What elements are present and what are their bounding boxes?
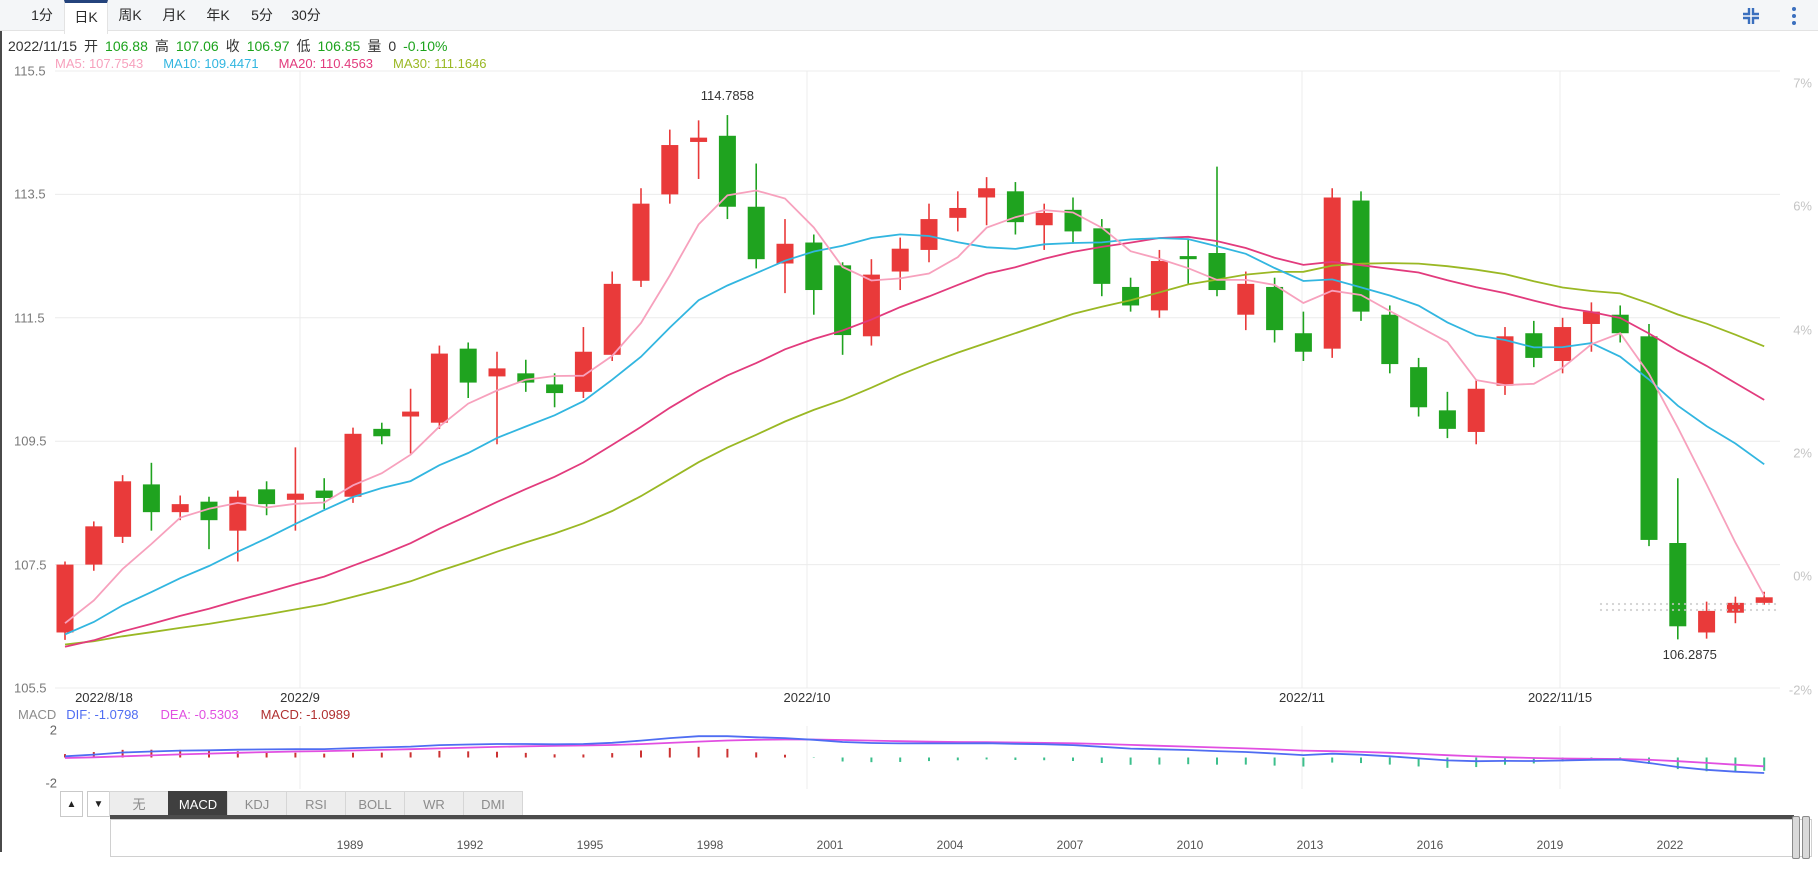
indicator-scroll-arrows: ▲ ▼	[60, 791, 110, 817]
period-tab-日K[interactable]: 日K	[64, 0, 108, 34]
indicator-tab-KDJ[interactable]: KDJ	[227, 791, 287, 817]
navigator-year-label: 2013	[1296, 838, 1324, 852]
navigator-year-label: 2022	[1656, 838, 1684, 852]
low-label: 低	[296, 38, 311, 54]
ma-legend: MA5: 107.7543 MA10: 109.4471 MA20: 110.456…	[55, 56, 487, 72]
macd-info-item: MACD: -1.0989	[260, 707, 351, 722]
kline-toolbar: 1分 日K 周K 月K 年K 5分 30分	[0, 0, 1818, 34]
date-axis-label: 2022/8/18	[75, 690, 133, 705]
ma-legend-item: MA30: 111.1646	[393, 56, 487, 71]
high-value: 107.06	[175, 38, 219, 54]
period-tab-月K[interactable]: 月K	[162, 7, 186, 23]
quote-date: 2022/11/15	[8, 38, 78, 54]
close-value: 106.97	[246, 38, 290, 54]
volume-value: 0	[388, 38, 397, 54]
navigator-year-label: 2016	[1416, 838, 1444, 852]
open-value: 106.88	[105, 38, 148, 54]
collapse-icon[interactable]	[1740, 5, 1762, 27]
high-label: 高	[154, 38, 169, 54]
kebab-menu-icon[interactable]	[1788, 4, 1800, 28]
dotted-pattern	[1598, 601, 1778, 614]
high-annotation: 114.7858	[700, 88, 755, 103]
navigator-top-strip	[110, 815, 1794, 819]
period-tabs: 1分 日K 周K 月K 年K 5分 30分	[20, 0, 328, 34]
percent-axis-label: -2%	[1788, 682, 1812, 698]
price-axis-label: 111.5	[14, 310, 45, 326]
price-axis-label: 109.5	[14, 433, 47, 449]
navigator-handle-bar[interactable]	[1792, 816, 1800, 859]
navigator-year-label: 1992	[456, 838, 484, 852]
navigator-year-label: 2001	[816, 838, 844, 852]
indicator-tab-无[interactable]: 无	[109, 791, 169, 817]
widget-left-border	[0, 0, 2, 852]
price-axis-label: 105.5	[14, 680, 47, 696]
date-axis-label: 2022/9	[280, 690, 320, 705]
price-axis-label: 113.5	[14, 186, 46, 202]
indicator-tab-BOLL[interactable]: BOLL	[345, 791, 405, 817]
period-tab-1分[interactable]: 1分	[31, 7, 53, 23]
navigator-year-label: 1989	[336, 838, 364, 852]
navigator-handle[interactable]	[1792, 816, 1813, 859]
volume-label: 量	[367, 38, 382, 54]
indicator-tab-bar: 无 MACD KDJ RSI BOLL WR DMI	[109, 791, 523, 817]
macd-axis-label: -2	[45, 775, 57, 791]
macd-info-item: MACD	[18, 707, 57, 722]
date-axis-label: 2022/11/15	[1527, 690, 1593, 705]
low-annotation: 106.2875	[1662, 647, 1717, 663]
macd-axis-label: 2	[49, 722, 57, 738]
indicator-up-button[interactable]: ▲	[60, 791, 83, 817]
navigator[interactable]	[110, 819, 1812, 857]
macd-info-item: DIF: -1.0798	[66, 707, 139, 722]
percent-axis-label: 6%	[1793, 198, 1812, 214]
quote-bar: 2022/11/15 开 106.88 高 107.06 收 106.97 低 …	[8, 37, 448, 55]
ma-legend-item: MA10: 109.4471	[163, 56, 259, 71]
change-percent: -0.10%	[403, 38, 448, 54]
navigator-year-label: 2007	[1056, 838, 1084, 852]
navigator-handle-bar[interactable]	[1802, 816, 1810, 859]
price-axis-label: 115.5	[14, 63, 46, 79]
navigator-year-label: 2010	[1176, 838, 1204, 852]
navigator-year-label: 1998	[696, 838, 724, 852]
percent-axis-label: 4%	[1793, 322, 1812, 338]
indicator-down-button[interactable]: ▼	[87, 791, 110, 817]
price-axis-label: 107.5	[14, 557, 47, 573]
date-axis-label: 2022/10	[783, 690, 831, 705]
low-value: 106.85	[317, 38, 361, 54]
indicator-tab-WR[interactable]: WR	[404, 791, 464, 817]
macd-info-bar: MACD DIF: -1.0798 DEA: -0.5303 MACD: -1.098…	[18, 707, 350, 722]
navigator-year-label: 1995	[576, 838, 604, 852]
macd-info-item: DEA: -0.5303	[160, 707, 239, 722]
indicator-tab-DMI[interactable]: DMI	[463, 791, 523, 817]
period-tab-周K[interactable]: 周K	[118, 7, 142, 23]
close-label: 收	[225, 38, 240, 54]
ma-legend-item: MA5: 107.7543	[55, 56, 144, 71]
percent-axis-label: 0%	[1793, 568, 1812, 584]
open-label: 开	[84, 38, 99, 54]
indicator-tab-RSI[interactable]: RSI	[286, 791, 346, 817]
navigator-year-label: 2019	[1536, 838, 1564, 852]
ma-legend-item: MA20: 110.4563	[278, 56, 374, 71]
period-tab-5分[interactable]: 5分	[251, 7, 273, 23]
period-tab-30分[interactable]: 30分	[291, 7, 321, 23]
indicator-tab-MACD[interactable]: MACD	[168, 791, 228, 817]
date-axis-label: 2022/11	[1278, 690, 1326, 705]
percent-axis-label: 7%	[1793, 75, 1812, 91]
period-tab-年K[interactable]: 年K	[206, 7, 230, 23]
navigator-year-label: 2004	[936, 838, 964, 852]
percent-axis-label: 2%	[1793, 445, 1812, 461]
